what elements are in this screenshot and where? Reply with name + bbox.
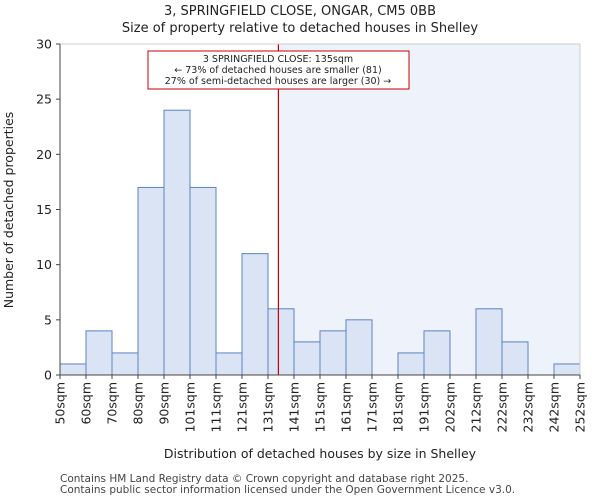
y-tick-label-10: 10 (36, 257, 52, 272)
x-tick-label-252sqm: 252sqm (573, 382, 588, 432)
chart-title: 3, SPRINGFIELD CLOSE, ONGAR, CM5 0BB (163, 4, 437, 19)
footer-line-1: Contains HM Land Registry data © Crown c… (60, 473, 469, 485)
chart-subtitle: Size of property relative to detached ho… (121, 21, 479, 36)
x-tick-label-202sqm: 202sqm (443, 382, 458, 432)
annotation-line-3: 27% of semi-detached houses are larger (… (165, 76, 392, 87)
bar-141sqm (293, 341, 321, 376)
x-tick-label-222sqm: 222sqm (495, 382, 510, 432)
x-tick-label-242sqm: 242sqm (547, 382, 562, 432)
annotation-box (147, 50, 410, 90)
x-tick-label-171sqm: 171sqm (365, 382, 380, 432)
x-tick-label-101sqm: 101sqm (183, 382, 198, 432)
bar-161sqm (345, 319, 373, 376)
annotation-group: 3 SPRINGFIELD CLOSE: 135sqm ← 73% of det… (147, 50, 410, 90)
x-tick-label-181sqm: 181sqm (391, 382, 406, 432)
y-ticks-group: 0 5 10 15 20 25 30 (36, 37, 60, 383)
x-tick-label-70sqm: 70sqm (105, 382, 120, 425)
bar-60sqm (85, 330, 113, 376)
x-tick-label-151sqm: 151sqm (313, 382, 328, 432)
x-tick-label-90sqm: 90sqm (157, 382, 172, 425)
x-tick-label-131sqm: 131sqm (261, 382, 276, 432)
bar-70sqm (111, 352, 139, 376)
annotation-line-2: ← 73% of detached houses are smaller (81… (174, 65, 381, 76)
x-tick-label-191sqm: 191sqm (417, 382, 432, 432)
bar-131sqm (267, 308, 295, 376)
bar-151sqm (319, 330, 347, 376)
y-tick-label-20: 20 (36, 147, 52, 162)
highlight-region-group (278, 44, 580, 375)
bar-50sqm (59, 363, 87, 376)
bar-242sqm (553, 363, 581, 376)
bar-101sqm (189, 186, 217, 376)
highlight-region (278, 44, 580, 375)
x-axis-label: Distribution of detached houses by size … (164, 446, 477, 461)
x-tick-label-212sqm: 212sqm (469, 382, 484, 432)
x-tick-label-111sqm: 111sqm (209, 382, 224, 432)
x-tick-label-60sqm: 60sqm (79, 382, 94, 425)
y-tick-label-0: 0 (44, 368, 52, 383)
x-tick-label-232sqm: 232sqm (521, 382, 536, 432)
x-tick-label-80sqm: 80sqm (131, 382, 146, 425)
bar-80sqm (137, 186, 165, 376)
bar-90sqm (163, 109, 191, 376)
x-tick-label-50sqm: 50sqm (53, 382, 68, 425)
y-axis-label: Number of detached properties (1, 112, 16, 309)
y-tick-label-15: 15 (36, 202, 52, 217)
x-tick-label-161sqm: 161sqm (339, 382, 354, 432)
bar-212sqm (475, 308, 503, 376)
bar-121sqm (241, 253, 269, 376)
y-tick-label-30: 30 (36, 37, 52, 52)
y-tick-label-5: 5 (44, 312, 52, 327)
bar-222sqm (501, 341, 529, 376)
bar-111sqm (215, 352, 243, 376)
bar-181sqm (397, 352, 425, 376)
bar-191sqm (423, 330, 451, 376)
footer-line-2: Contains public sector information licen… (60, 484, 516, 496)
bars-group (59, 109, 581, 376)
x-tick-label-121sqm: 121sqm (235, 382, 250, 432)
annotation-line-1: 3 SPRINGFIELD CLOSE: 135sqm (203, 54, 353, 65)
y-tick-label-25: 25 (36, 92, 52, 107)
x-tick-label-141sqm: 141sqm (287, 382, 302, 432)
x-ticks-group: 50sqm 60sqm 70sqm 80sqm 90sqm 101sqm 111sqm 121… (53, 375, 588, 432)
